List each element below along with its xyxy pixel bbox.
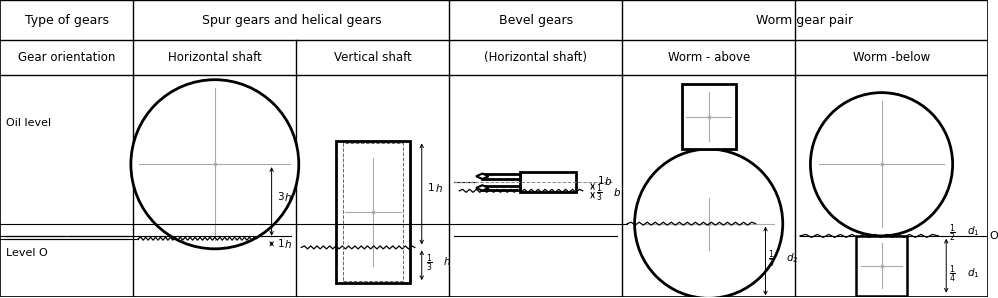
Text: $\frac{1}{3}$: $\frac{1}{3}$ (596, 183, 603, 204)
Text: Gear orientation: Gear orientation (18, 51, 116, 64)
Bar (342, 142, 403, 281)
Bar (335, 140, 410, 283)
Polygon shape (476, 173, 489, 179)
Text: 1: 1 (277, 239, 284, 249)
Text: $h$: $h$ (434, 182, 442, 194)
Bar (482, 186, 520, 190)
Text: Type of gears: Type of gears (25, 13, 109, 27)
Bar (482, 174, 520, 179)
Text: $h$: $h$ (284, 238, 292, 250)
Text: $b$: $b$ (614, 186, 622, 198)
Text: $\frac{1}{3}$: $\frac{1}{3}$ (768, 249, 775, 270)
Text: $\frac{1}{3}$: $\frac{1}{3}$ (426, 252, 433, 274)
Text: $h$: $h$ (443, 255, 451, 267)
Text: Spur gears and helical gears: Spur gears and helical gears (202, 13, 381, 27)
Text: Worm gear pair: Worm gear pair (756, 13, 853, 27)
Text: Horizontal shaft: Horizontal shaft (168, 51, 261, 64)
Bar (856, 236, 907, 296)
Text: $d_1$: $d_1$ (967, 266, 979, 280)
Text: (Horizontal shaft): (Horizontal shaft) (484, 51, 588, 64)
Ellipse shape (635, 149, 782, 298)
Polygon shape (476, 185, 489, 191)
Text: Oil level: Oil level (6, 118, 51, 128)
Text: $\frac{1}{2}$: $\frac{1}{2}$ (949, 222, 956, 244)
Text: Level O: Level O (6, 248, 48, 258)
Text: $b$: $b$ (605, 175, 613, 187)
Text: 1: 1 (598, 176, 604, 186)
Text: Bevel gears: Bevel gears (499, 13, 573, 27)
Bar (520, 172, 576, 193)
Text: Worm -below: Worm -below (852, 51, 930, 64)
Text: 1: 1 (428, 183, 434, 193)
Ellipse shape (131, 80, 298, 249)
Text: $h$: $h$ (284, 191, 292, 203)
Text: Worm - above: Worm - above (668, 51, 749, 64)
Text: $\frac{1}{4}$: $\frac{1}{4}$ (949, 264, 956, 285)
Text: 3: 3 (277, 192, 284, 202)
Text: $d_1$: $d_1$ (967, 224, 979, 238)
Text: $d_2$: $d_2$ (786, 251, 798, 265)
Text: Vertical shaft: Vertical shaft (334, 51, 412, 64)
Ellipse shape (810, 93, 953, 236)
Text: O: O (990, 231, 998, 241)
Bar (682, 84, 736, 149)
